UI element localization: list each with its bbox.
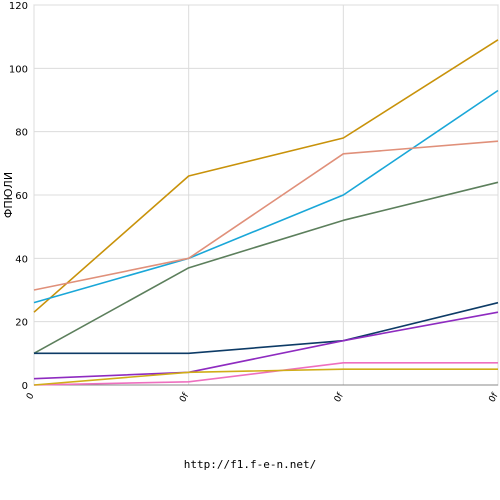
series-line-4 (33, 181, 499, 355)
series-line-1 (33, 39, 499, 313)
line-chart: 0 20 40 60 80 100 120 0 0f 0f 0f ФПЮЛИ (2, 1, 500, 404)
y-tick-label: 120 (9, 1, 28, 12)
series-line-7 (33, 362, 498, 386)
y-tick-label: 20 (15, 318, 28, 329)
y-tick-label: 40 (15, 254, 28, 265)
y-tick-label: 0 (22, 381, 28, 392)
series-line-2 (33, 89, 499, 304)
x-tick-label: 0f (487, 391, 500, 404)
x-tick-label: 0f (333, 391, 347, 404)
series-line-8 (33, 368, 498, 386)
series-line-3 (33, 140, 499, 291)
series-line-5 (34, 301, 499, 355)
footer-url[interactable]: http://f1.f-e-n.net/ (183, 458, 317, 471)
y-tick-label: 80 (15, 128, 28, 139)
y-tick-label: 100 (9, 64, 28, 75)
series-line-6 (33, 311, 499, 380)
y-tick-label: 60 (15, 191, 28, 202)
x-tick-label: 0 (25, 391, 37, 401)
y-axis-label: ФПЮЛИ (2, 172, 15, 218)
x-tick-label: 0f (178, 391, 192, 404)
